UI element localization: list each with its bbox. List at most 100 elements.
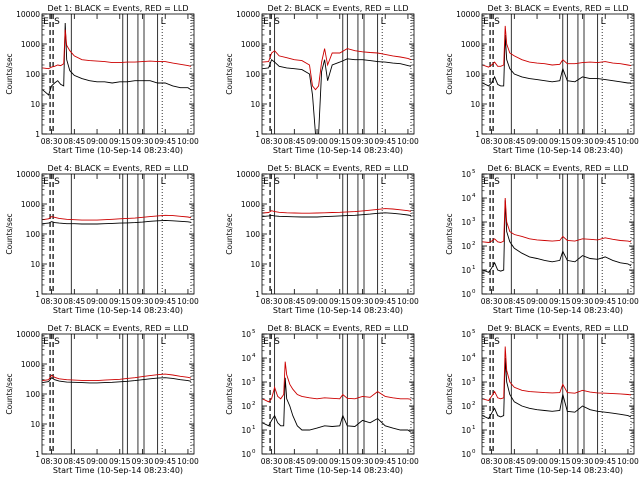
marker-letter-e: E — [483, 17, 489, 27]
marker-letter-l: L — [161, 337, 166, 347]
y-tick-label: 10 — [470, 100, 480, 109]
y-tick-exponent: 3 — [472, 217, 476, 223]
y-tick-exponent: 0 — [472, 449, 476, 455]
y-tick-label: 10000 — [236, 170, 260, 179]
x-tick-label: 10:00 — [177, 457, 199, 466]
x-axis-label: Start Time (10-Sep-14 08:23:40) — [493, 146, 623, 155]
x-tick-label: 09:45 — [374, 297, 396, 306]
x-tick-label: 09:45 — [154, 297, 176, 306]
y-tick-label: 10 — [461, 378, 471, 387]
y-tick-label: 1 — [255, 130, 260, 139]
plot-frame — [261, 333, 415, 455]
plot-frame — [41, 173, 195, 295]
series-lld-line — [482, 346, 632, 402]
marker-letter-l: L — [601, 17, 606, 27]
plot-frame — [481, 173, 635, 295]
y-tick-label: 10 — [241, 402, 251, 411]
y-tick-label: 1000 — [241, 200, 260, 209]
series-events-line — [42, 377, 192, 384]
series-events-line — [482, 34, 631, 87]
marker-letter-s: S — [494, 17, 500, 27]
x-tick-label: 08:30 — [261, 137, 283, 146]
y-tick-label: 10 — [241, 378, 251, 387]
x-tick-label: 08:30 — [41, 137, 63, 146]
series-events-line — [262, 58, 412, 134]
y-tick-label: 10 — [461, 450, 471, 459]
y-tick-label: 10 — [30, 100, 40, 109]
x-tick-label: 10:00 — [617, 457, 639, 466]
x-tick-label: 09:45 — [594, 297, 616, 306]
marker-letter-l: L — [601, 177, 606, 187]
marker-letter-e: E — [43, 337, 49, 347]
y-tick-label: 1000 — [21, 200, 40, 209]
y-tick-label: 10 — [250, 100, 260, 109]
x-tick-label: 09:00 — [306, 457, 328, 466]
y-tick-label: 10 — [461, 290, 471, 299]
y-tick-label: 10 — [461, 330, 471, 339]
panel-det-1: Det 1: BLACK = Events, RED = LLD E S L 1 10 10… — [5, 4, 199, 155]
panel-det-2: Det 2: BLACK = Events, RED = LLD E S L 1 10 10… — [225, 4, 419, 155]
y-tick-exponent: 2 — [472, 241, 476, 247]
series-lld-line — [42, 373, 192, 382]
x-tick-label: 09:15 — [109, 297, 131, 306]
plot-inner — [482, 334, 632, 454]
series-events-line — [262, 212, 412, 218]
marker-letter-s: S — [274, 177, 280, 187]
y-tick-label: 100 — [26, 70, 41, 79]
y-tick-label: 100 — [26, 230, 41, 239]
series-events-line — [482, 357, 632, 420]
panel-det-3: Det 3: BLACK = Events, RED = LLD E S L 1 10 10… — [445, 4, 639, 155]
x-tick-label: 09:15 — [549, 137, 571, 146]
x-tick-label: 09:15 — [549, 457, 571, 466]
plot-inner — [482, 174, 632, 294]
x-tick-label: 08:45 — [64, 297, 86, 306]
y-tick-label: 10000 — [236, 10, 260, 19]
x-tick-label: 10:00 — [617, 297, 639, 306]
y-tick-exponent: 0 — [252, 449, 256, 455]
panel-det-4: Det 4: BLACK = Events, RED = LLD E S L 1 10 10… — [5, 164, 199, 315]
x-tick-label: 08:45 — [504, 137, 526, 146]
y-tick-label: 100 — [246, 70, 261, 79]
panel-title: Det 1: BLACK = Events, RED = LLD — [48, 4, 189, 13]
panel-title: Det 9: BLACK = Events, RED = LLD — [488, 324, 629, 333]
y-tick-label: 1 — [475, 130, 480, 139]
marker-letter-e: E — [263, 177, 269, 187]
plot-inner — [262, 334, 412, 454]
y-tick-exponent: 3 — [472, 377, 476, 383]
x-tick-label: 08:45 — [284, 457, 306, 466]
y-tick-label: 1000 — [21, 40, 40, 49]
x-tick-label: 09:00 — [526, 457, 548, 466]
y-tick-exponent: 1 — [472, 425, 476, 431]
marker-letter-s: S — [274, 17, 280, 27]
y-tick-exponent: 1 — [472, 265, 476, 271]
marker-letter-e: E — [263, 337, 269, 347]
y-tick-label: 1 — [35, 290, 40, 299]
plot-frame — [261, 173, 415, 295]
y-tick-label: 1 — [35, 450, 40, 459]
series-events-line — [42, 219, 192, 225]
y-axis-label: Counts/sec — [445, 373, 454, 414]
plot-inner — [262, 174, 412, 294]
panel-det-5: Det 5: BLACK = Events, RED = LLD E S L 1 10 10… — [225, 164, 419, 315]
x-tick-label: 09:15 — [329, 297, 351, 306]
marker-letter-l: L — [601, 337, 606, 347]
panel-title: Det 4: BLACK = Events, RED = LLD — [48, 164, 189, 173]
x-tick-label: 09:30 — [132, 137, 154, 146]
y-tick-label: 10 — [241, 354, 251, 363]
y-tick-label: 10 — [461, 426, 471, 435]
y-tick-label: 10 — [461, 354, 471, 363]
x-tick-label: 09:30 — [572, 297, 594, 306]
panel-title: Det 6: BLACK = Events, RED = LLD — [488, 164, 629, 173]
y-tick-label: 100 — [466, 70, 481, 79]
x-tick-label: 09:30 — [352, 457, 374, 466]
x-axis-label: Start Time (10-Sep-14 08:23:40) — [53, 466, 183, 475]
y-axis-label: Counts/sec — [5, 373, 14, 414]
y-tick-label: 10 — [250, 260, 260, 269]
x-axis-label: Start Time (10-Sep-14 08:23:40) — [273, 466, 403, 475]
y-tick-label: 1000 — [241, 40, 260, 49]
x-tick-label: 09:15 — [109, 457, 131, 466]
y-tick-label: 10000 — [16, 10, 40, 19]
